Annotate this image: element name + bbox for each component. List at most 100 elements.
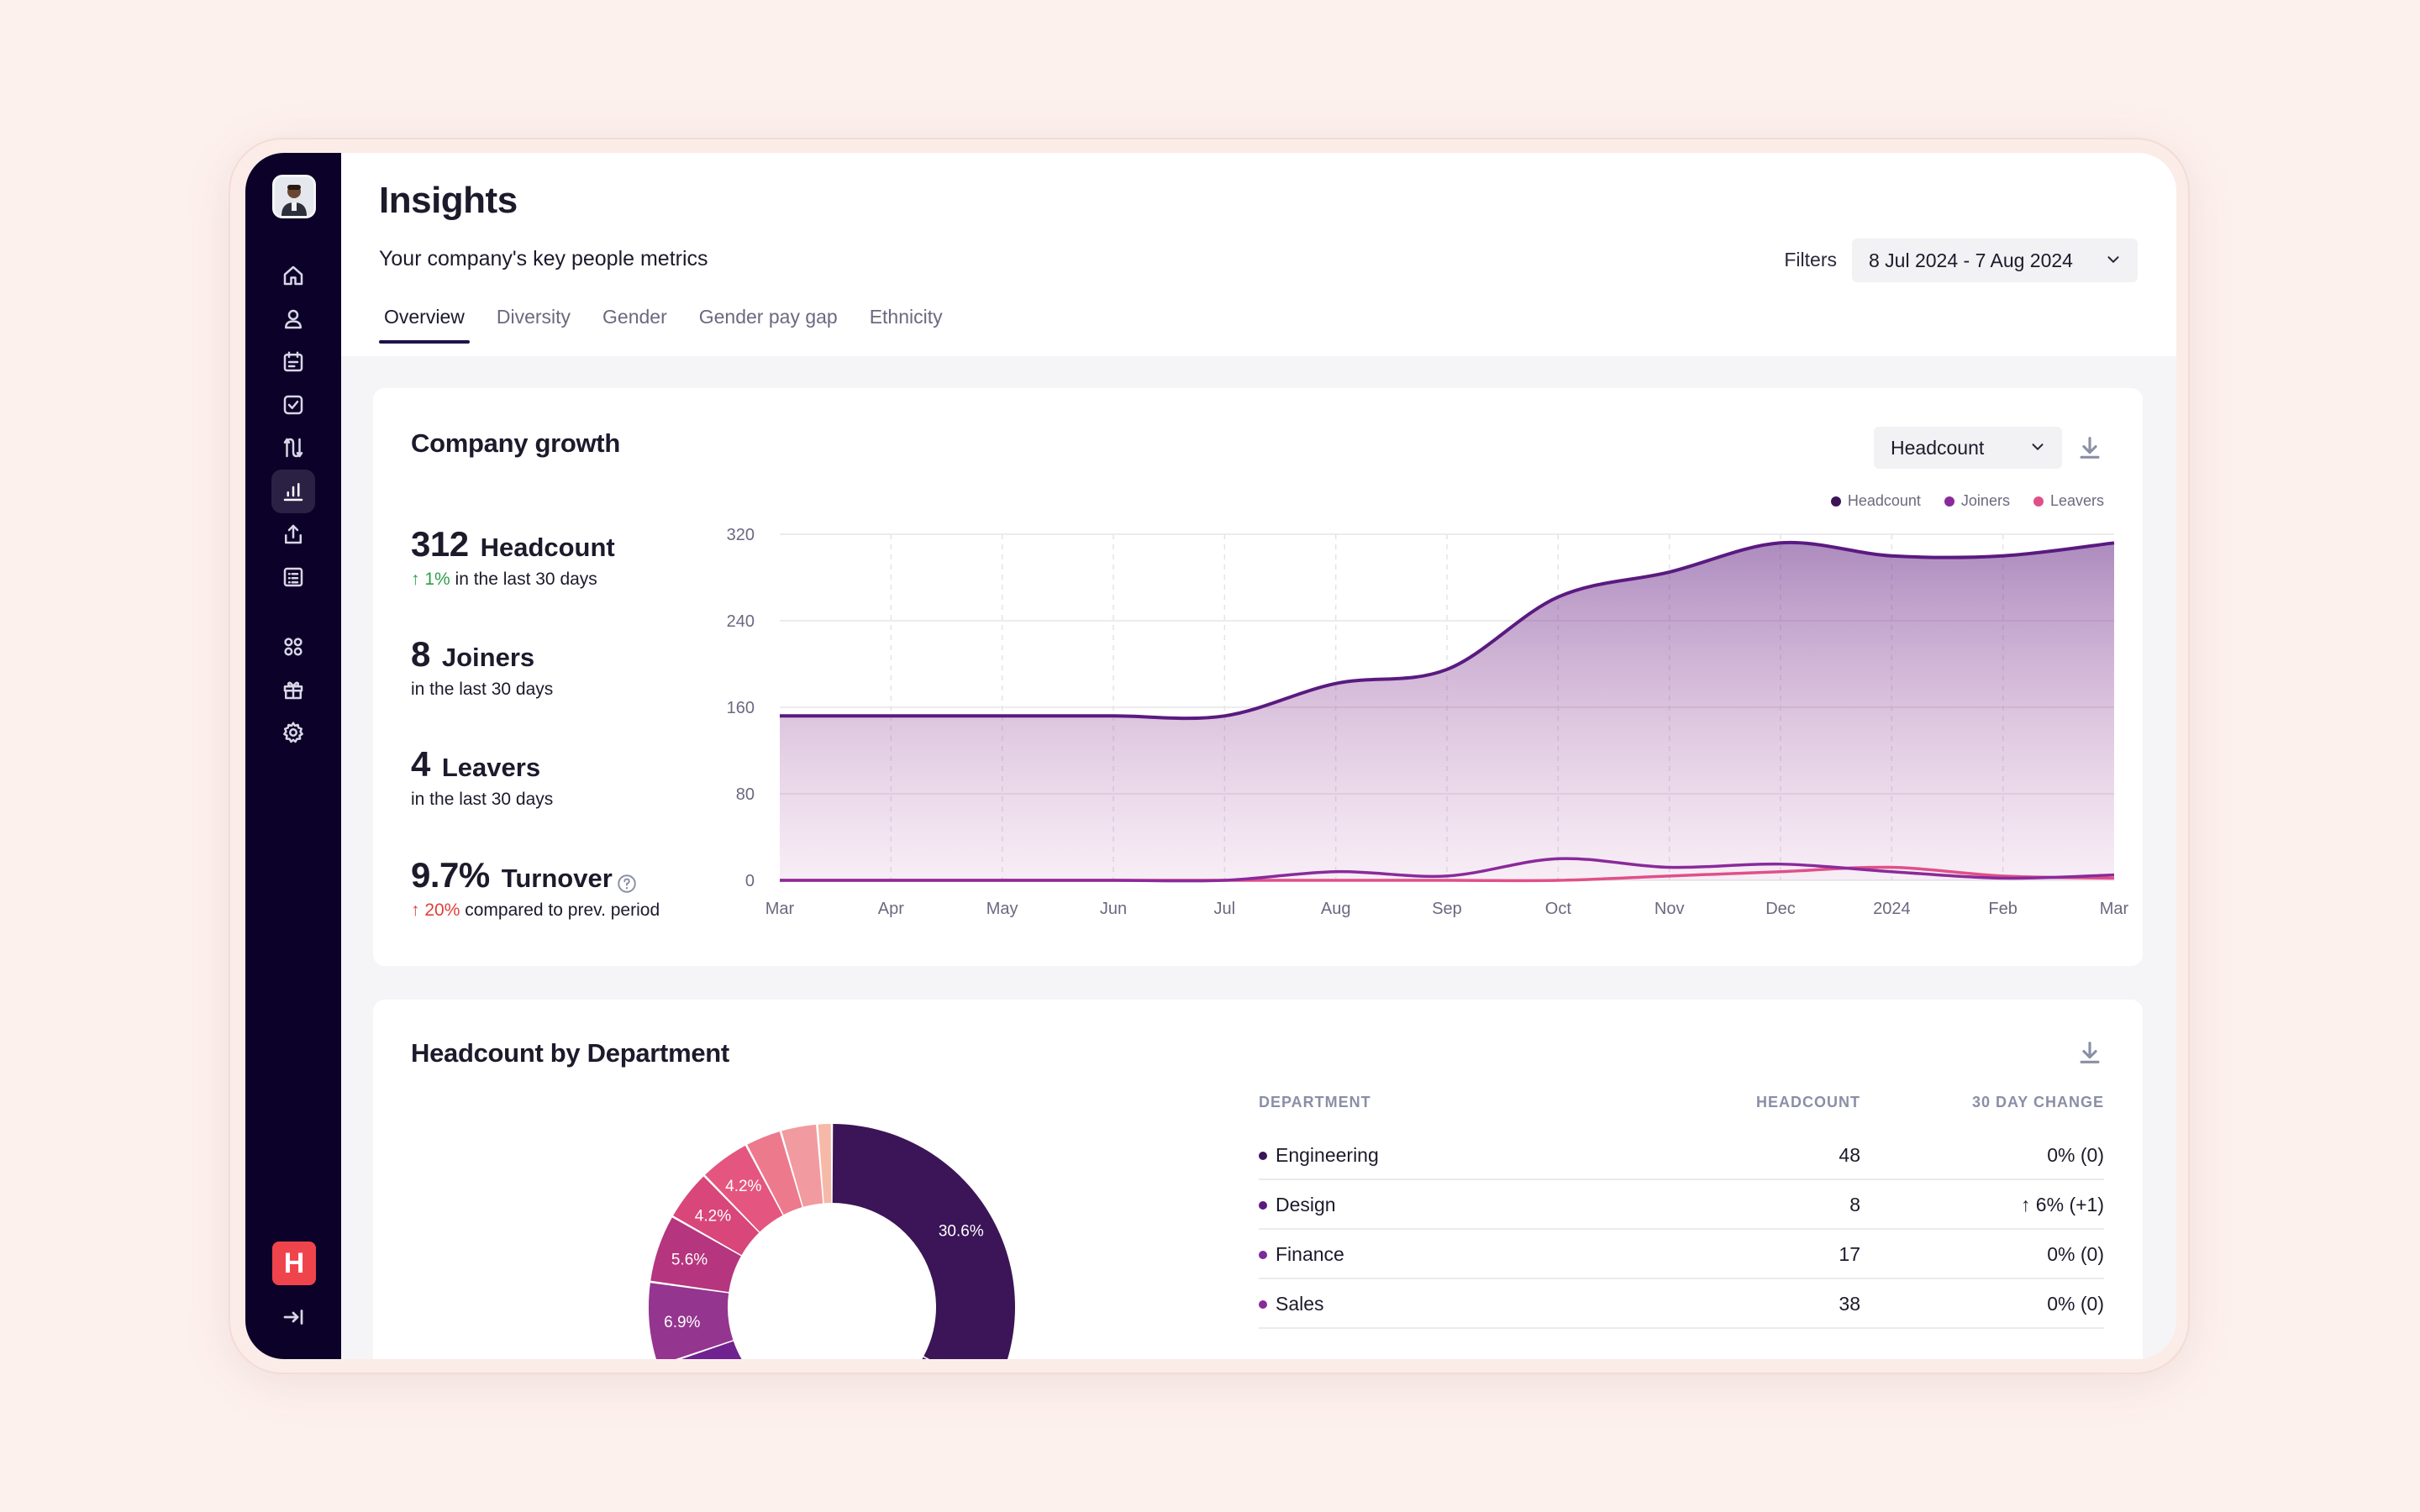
metric-change: ↑ 1% — [411, 570, 450, 589]
legend-label: Joiners — [1960, 492, 2010, 509]
apps-icon[interactable] — [271, 625, 315, 669]
metric-sub: compared to prev. period — [465, 900, 660, 920]
series-line-joiners[interactable] — [779, 857, 2115, 883]
donut-slice[interactable] — [659, 1341, 765, 1359]
date-range-picker[interactable]: 8 Jul 2024 - 7 Aug 2024 — [1852, 239, 2138, 282]
metric-value: 312 — [411, 524, 469, 564]
brand-logo[interactable]: H — [272, 1242, 316, 1285]
collapse-sidebar-icon[interactable] — [271, 1295, 315, 1339]
calendar-icon[interactable] — [271, 340, 315, 384]
donut-slice[interactable] — [747, 1131, 802, 1215]
department-change: 0% (0) — [2047, 1243, 2104, 1265]
series-line-headcount[interactable] — [779, 540, 2115, 721]
metric-label: Joiners — [441, 643, 535, 672]
y-tick-label: 80 — [736, 785, 755, 804]
x-tick-label: Dec — [1765, 900, 1796, 918]
x-tick-label: Jul — [1214, 900, 1236, 918]
person-icon[interactable] — [271, 297, 315, 341]
workflow-icon[interactable] — [271, 426, 315, 470]
donut-slice-label: 6.9% — [664, 1314, 700, 1331]
legend-label: Leavers — [2049, 492, 2104, 509]
donut-slice[interactable] — [860, 1357, 992, 1359]
x-tick-label: 2024 — [1873, 900, 1911, 918]
download-icon[interactable] — [2075, 1038, 2104, 1067]
metric-change: ↑ 20% — [411, 900, 460, 920]
help-icon[interactable] — [616, 873, 638, 895]
metric-joiners: 8 Joiners in the last 30 days — [411, 634, 553, 700]
gift-icon[interactable] — [271, 668, 315, 711]
company-growth-title: Company growth — [411, 428, 620, 458]
y-tick-label: 320 — [727, 526, 755, 544]
headcount-by-department-card: Headcount by Department 30.6%8.3%6.9%5.6… — [373, 1000, 2143, 1359]
table-row[interactable]: Design 8 ↑ 6% (+1) — [1259, 1180, 2104, 1230]
column-header-department[interactable]: DEPARTMENT — [1259, 1094, 1371, 1110]
legend-item-headcount[interactable]: Headcount — [1830, 492, 1921, 510]
chevron-down-icon — [2107, 256, 2119, 264]
page-header: Insights Your company's key people metri… — [341, 153, 2176, 356]
department-change: 0% (0) — [2047, 1144, 2104, 1166]
donut-slice[interactable] — [650, 1217, 741, 1293]
y-tick-label: 240 — [727, 612, 755, 631]
donut-slice[interactable] — [673, 1176, 760, 1256]
page-subtitle: Your company's key people metrics — [379, 247, 708, 270]
x-tick-label: Sep — [1432, 900, 1462, 918]
download-icon[interactable] — [2075, 433, 2104, 462]
home-icon[interactable] — [271, 254, 315, 297]
donut-slice[interactable] — [705, 1145, 783, 1232]
legend-item-leavers[interactable]: Leavers — [2033, 492, 2104, 510]
table-row[interactable]: Finance 17 0% (0) — [1259, 1230, 2104, 1279]
metric-sub: in the last 30 days — [455, 570, 597, 589]
column-header-headcount[interactable]: HEADCOUNT — [1756, 1094, 1860, 1110]
checkbox-icon[interactable] — [271, 383, 315, 427]
tab-ethnicity[interactable]: Ethnicity — [869, 306, 943, 328]
metric-value: 9.7% — [411, 855, 490, 895]
legend-item-joiners[interactable]: Joiners — [1944, 492, 2010, 510]
donut-slice-label: 4.2% — [725, 1178, 761, 1195]
department-headcount: 8 — [1849, 1194, 1860, 1215]
department-name: Sales — [1276, 1293, 1324, 1315]
metric-selector[interactable]: Headcount — [1874, 427, 2062, 469]
bar-chart-icon[interactable] — [271, 470, 315, 513]
company-growth-card: Company growth Headcount 312 Headcount ↑ … — [373, 388, 2143, 966]
avatar[interactable] — [272, 175, 316, 218]
filters-label[interactable]: Filters — [1784, 249, 1837, 270]
list-icon[interactable] — [271, 555, 315, 599]
chart-legend: Headcount Joiners Leavers — [1830, 492, 2104, 510]
metric-sub: in the last 30 days — [411, 680, 554, 699]
tab-bar: Overview Diversity Gender Gender pay gap… — [379, 306, 970, 344]
department-name: Design — [1276, 1194, 1336, 1215]
x-tick-label: Jun — [1100, 900, 1127, 918]
x-tick-label: Oct — [1545, 900, 1572, 918]
metric-label: Leavers — [441, 753, 541, 782]
upload-icon[interactable] — [271, 512, 315, 556]
x-tick-label: Mar — [2100, 900, 2129, 918]
series-area-headcount — [780, 542, 2114, 880]
page-title: Insights — [379, 180, 518, 221]
x-tick-label: Apr — [878, 900, 904, 918]
department-donut-chart: 30.6%8.3%6.9%5.6%4.2%4.2% — [649, 1124, 1015, 1359]
table-row[interactable]: Engineering 48 0% (0) — [1259, 1131, 2104, 1180]
x-tick-label: Feb — [1988, 900, 2017, 918]
tab-gender[interactable]: Gender — [602, 306, 667, 328]
donut-slice[interactable] — [649, 1283, 734, 1359]
donut-slice-label: 4.2% — [695, 1207, 731, 1225]
gear-icon[interactable] — [271, 711, 315, 754]
donut-slice[interactable] — [832, 1124, 1015, 1359]
tab-overview[interactable]: Overview — [379, 306, 470, 344]
x-tick-label: Nov — [1655, 900, 1685, 918]
donut-slice[interactable] — [781, 1124, 823, 1207]
metric-label: Turnover — [501, 864, 613, 893]
tab-diversity[interactable]: Diversity — [496, 306, 571, 328]
tab-gender-pay-gap[interactable]: Gender pay gap — [698, 306, 838, 328]
company-growth-chart: 0 80 160 240 320 Mar Apr May Jun Jul Aug Sep Oct Nov D… — [727, 526, 2129, 918]
department-headcount: 17 — [1839, 1243, 1860, 1265]
metric-sub: in the last 30 days — [411, 790, 554, 809]
metric-value: 8 — [411, 634, 430, 674]
column-header-change[interactable]: 30 DAY CHANGE — [1971, 1094, 2104, 1110]
table-row[interactable]: Sales 38 0% (0) — [1259, 1279, 2104, 1329]
donut-slice[interactable] — [818, 1124, 832, 1204]
department-headcount: 38 — [1839, 1293, 1860, 1315]
date-range-value: 8 Jul 2024 - 7 Aug 2024 — [1869, 249, 2073, 271]
metric-turnover: 9.7% Turnover ↑ 20% compared to prev. per… — [411, 855, 660, 921]
sidebar: H — [245, 153, 341, 1359]
